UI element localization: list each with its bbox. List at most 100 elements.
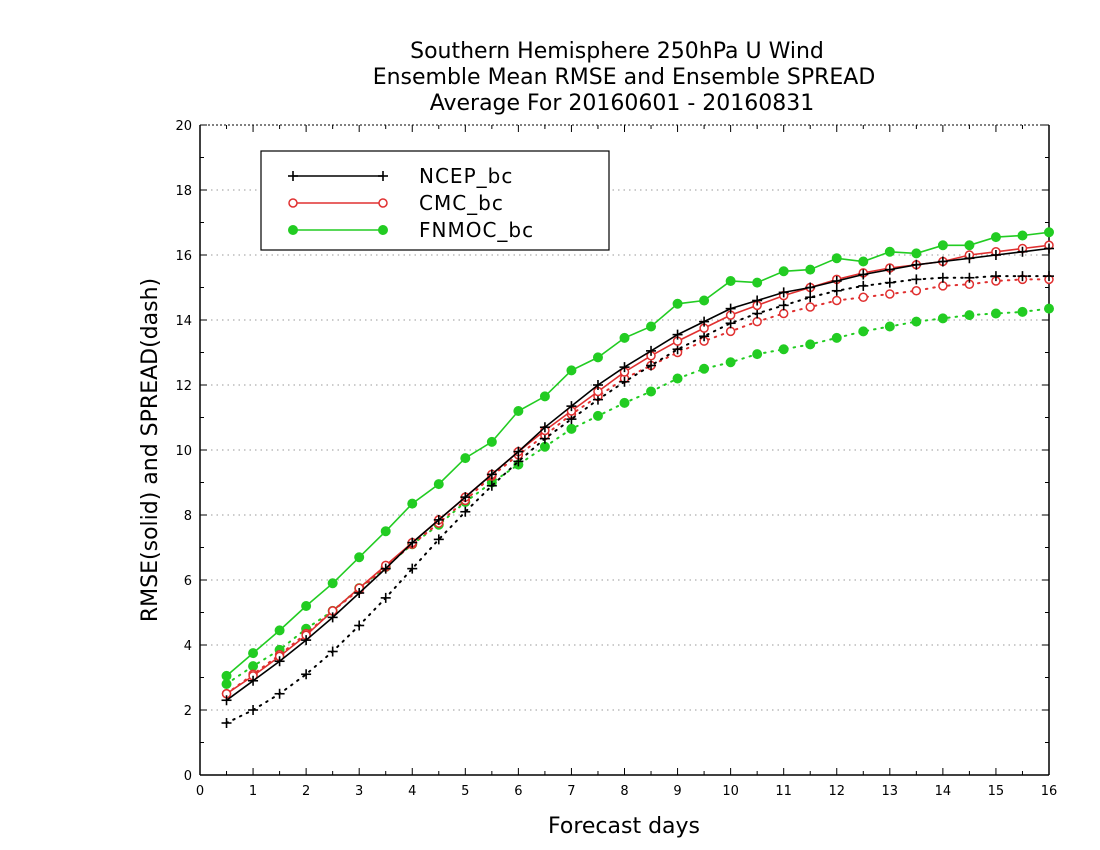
- spread-point: [858, 280, 869, 291]
- series-NCEP_bc-spread: [221, 271, 1054, 728]
- spread-point: [911, 316, 922, 327]
- spread-point: [1017, 306, 1028, 317]
- x-tick-label: 2: [302, 784, 310, 799]
- spread-point: [248, 705, 259, 715]
- spread-point: [778, 344, 789, 355]
- rmse-point: [937, 256, 948, 267]
- spread-point: [566, 423, 577, 434]
- spread-point: [805, 292, 816, 303]
- rmse-point: [460, 453, 471, 464]
- rmse-point: [805, 264, 816, 275]
- spread-line: [225, 278, 1050, 695]
- spread-point: [938, 281, 948, 291]
- rmse-point: [911, 248, 922, 259]
- rmse-point: [699, 295, 710, 306]
- spread-point: [592, 410, 603, 421]
- spread-point: [619, 397, 630, 408]
- rmse-point: [884, 264, 895, 275]
- spread-point: [619, 376, 630, 387]
- spread-point: [725, 318, 736, 329]
- x-tick-label: 15: [988, 784, 1005, 799]
- rmse-point: [327, 578, 338, 589]
- spread-point: [672, 344, 683, 355]
- y-tick-label: 16: [175, 249, 192, 264]
- rmse-line: [226, 244, 1050, 695]
- y-tick-label: 20: [175, 119, 192, 134]
- x-tick-label: 6: [514, 784, 522, 799]
- y-tick-label: 2: [184, 704, 192, 719]
- rmse-point: [221, 670, 232, 681]
- rmse-point: [1044, 243, 1054, 254]
- rmse-point: [221, 695, 232, 706]
- spread-point: [1044, 271, 1054, 282]
- series-FNMOC_bc-rmse: [221, 227, 1054, 681]
- spread-point: [672, 373, 683, 384]
- spread-point: [1017, 271, 1028, 282]
- x-tick-label: 11: [775, 784, 792, 799]
- x-tick-label: 1: [249, 784, 257, 799]
- spread-point: [221, 718, 232, 728]
- legend-marker: [378, 225, 388, 235]
- rmse-point: [513, 446, 524, 457]
- rmse-point: [858, 269, 869, 280]
- rmse-point: [858, 256, 869, 267]
- y-tick-label: 0: [184, 769, 192, 784]
- rmse-point: [672, 298, 683, 309]
- rmse-point: [274, 625, 285, 636]
- axis-ticks: 0 1 2 3 4 5 6 7 8 9 10 11 12 13 14 15 160246810121416182…: [175, 119, 1057, 799]
- y-tick-label: 6: [184, 574, 192, 589]
- rmse-point: [539, 391, 550, 402]
- series-NCEP_bc-rmse: [221, 243, 1054, 706]
- x-tick-label: 3: [355, 784, 363, 799]
- spread-point: [513, 456, 524, 467]
- spread-point: [1044, 303, 1054, 314]
- spread-point: [911, 286, 922, 296]
- spread-point: [725, 357, 736, 368]
- spread-point: [990, 271, 1001, 282]
- rmse-point: [699, 316, 710, 327]
- title-line-2: Ensemble Mean RMSE and Ensemble SPREAD: [373, 65, 876, 90]
- rmse-point: [274, 656, 285, 667]
- rmse-point: [990, 232, 1001, 243]
- rmse-point: [646, 321, 657, 332]
- spread-point: [752, 308, 763, 319]
- y-tick-label: 18: [175, 184, 192, 199]
- rmse-point: [619, 332, 630, 343]
- spread-point: [248, 661, 259, 672]
- rmse-point: [752, 277, 763, 288]
- rmse-point: [592, 380, 603, 390]
- x-tick-label: 9: [673, 784, 681, 799]
- spread-point: [752, 316, 762, 327]
- x-tick-label: 7: [567, 784, 575, 799]
- spread-point: [858, 292, 869, 302]
- x-tick-label: 5: [461, 784, 469, 799]
- spread-point: [699, 331, 710, 342]
- spread-point: [274, 688, 285, 699]
- rmse-point: [672, 329, 683, 340]
- spread-point: [858, 326, 869, 337]
- spread-point: [327, 646, 338, 657]
- legend-item: NCEP_bc: [288, 164, 512, 188]
- rmse-point: [407, 537, 418, 548]
- spread-point: [884, 277, 895, 288]
- rmse-line: [226, 247, 1050, 701]
- spread-point: [433, 534, 444, 545]
- rmse-point: [884, 246, 895, 257]
- legend-label: CMC_bc: [419, 191, 504, 215]
- rmse-point: [433, 479, 444, 490]
- spread-point: [699, 363, 710, 374]
- spread-point: [301, 669, 312, 680]
- rmse-point: [354, 588, 365, 598]
- rmse-point: [1017, 246, 1028, 257]
- x-tick-label: 12: [828, 784, 845, 799]
- rmse-point: [937, 240, 948, 251]
- rmse-point: [778, 266, 789, 277]
- rmse-point: [805, 282, 816, 293]
- rmse-line: [225, 231, 1050, 677]
- legend-marker: [378, 198, 388, 208]
- y-tick-label: 14: [175, 314, 192, 329]
- rmse-point: [911, 259, 922, 270]
- rmse-point: [1017, 230, 1028, 241]
- spread-point: [778, 308, 789, 319]
- spread-point: [460, 506, 471, 517]
